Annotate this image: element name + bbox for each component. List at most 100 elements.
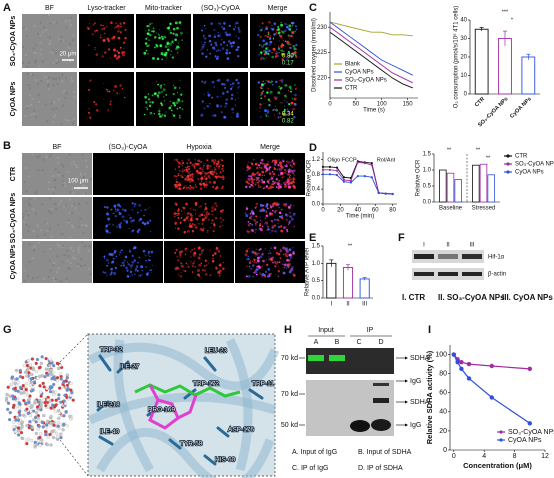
- signal: [265, 47, 268, 50]
- legend-label: CyOA NPs: [345, 70, 374, 76]
- signal: [103, 27, 106, 30]
- signal: [198, 263, 202, 267]
- signal: [268, 115, 270, 117]
- signal: [263, 43, 266, 46]
- signal: [261, 27, 264, 29]
- signal: [214, 216, 218, 220]
- signal: [177, 42, 179, 44]
- signal: [209, 52, 211, 55]
- signal: [266, 225, 270, 228]
- texture: [38, 155, 41, 158]
- signal: [132, 219, 135, 222]
- texture: [30, 73, 33, 76]
- signal: [199, 182, 202, 186]
- texture: [64, 20, 67, 23]
- texture: [58, 38, 61, 41]
- signal: [117, 29, 120, 33]
- signal: [215, 165, 218, 167]
- texture: [79, 217, 82, 220]
- signal: [288, 248, 292, 252]
- signal: [115, 210, 117, 212]
- signal: [279, 215, 281, 218]
- texture: [70, 16, 73, 19]
- signal: [175, 248, 178, 252]
- size-marker: 50 kd: [281, 422, 298, 429]
- signal: [102, 37, 103, 39]
- signal: [169, 29, 171, 32]
- signal: [209, 249, 211, 252]
- signal: [260, 219, 262, 221]
- texture: [84, 244, 87, 247]
- signal: [273, 211, 277, 214]
- signal: [141, 269, 144, 272]
- panel-letter: B: [3, 140, 11, 152]
- signal: [106, 88, 108, 91]
- texture: [56, 173, 59, 176]
- signal: [141, 221, 145, 224]
- signal: [291, 25, 293, 27]
- texture: [23, 216, 26, 219]
- signal: [177, 260, 179, 262]
- signal: [190, 177, 194, 181]
- signal: [277, 46, 280, 49]
- signal: [226, 90, 229, 94]
- signal: [238, 29, 240, 31]
- texture: [57, 161, 60, 164]
- signal: [123, 47, 125, 50]
- signal: [264, 113, 268, 116]
- signal: [177, 212, 179, 214]
- atom: [10, 382, 14, 387]
- x-tick-label: I: [330, 302, 332, 308]
- texture: [80, 264, 83, 267]
- texture: [31, 98, 34, 101]
- atom: [26, 368, 30, 372]
- signal: [266, 180, 270, 183]
- atom: [12, 425, 16, 429]
- atom: [6, 407, 10, 411]
- signal: [251, 250, 255, 254]
- signal: [292, 212, 296, 216]
- signal: [285, 97, 287, 99]
- signal: [262, 252, 264, 254]
- signal: [256, 221, 259, 223]
- signal: [143, 214, 145, 217]
- signal: [260, 116, 262, 118]
- signal: [219, 43, 223, 46]
- group-label: IP: [367, 327, 374, 334]
- signal: [261, 174, 263, 176]
- signal: [204, 202, 207, 205]
- x-tick-label: 100: [377, 102, 388, 108]
- texture: [51, 108, 54, 111]
- signal: [161, 58, 164, 61]
- signal: [108, 231, 111, 234]
- signal: [244, 212, 247, 215]
- legend-marker: [499, 438, 503, 442]
- signal: [263, 263, 265, 265]
- signal: [278, 211, 282, 214]
- signal: [169, 100, 172, 103]
- signal: [173, 104, 177, 107]
- signal: [175, 101, 179, 105]
- texture: [31, 153, 34, 156]
- signal: [161, 104, 163, 106]
- signal: [264, 270, 268, 273]
- signal: [149, 101, 152, 104]
- signal: [192, 186, 195, 190]
- signal: [197, 273, 200, 277]
- signal: [261, 275, 263, 277]
- signal: [118, 93, 120, 95]
- signal: [221, 164, 224, 167]
- signal: [287, 168, 291, 172]
- texture: [72, 90, 75, 93]
- signal: [152, 27, 155, 30]
- signal: [107, 262, 110, 264]
- signal: [149, 219, 152, 222]
- signal: [216, 106, 219, 108]
- signal: [205, 180, 208, 183]
- signal: [165, 93, 168, 96]
- atom: [39, 394, 43, 398]
- signal: [254, 271, 258, 274]
- signal: [248, 217, 251, 220]
- texture: [54, 168, 57, 171]
- texture: [48, 210, 51, 213]
